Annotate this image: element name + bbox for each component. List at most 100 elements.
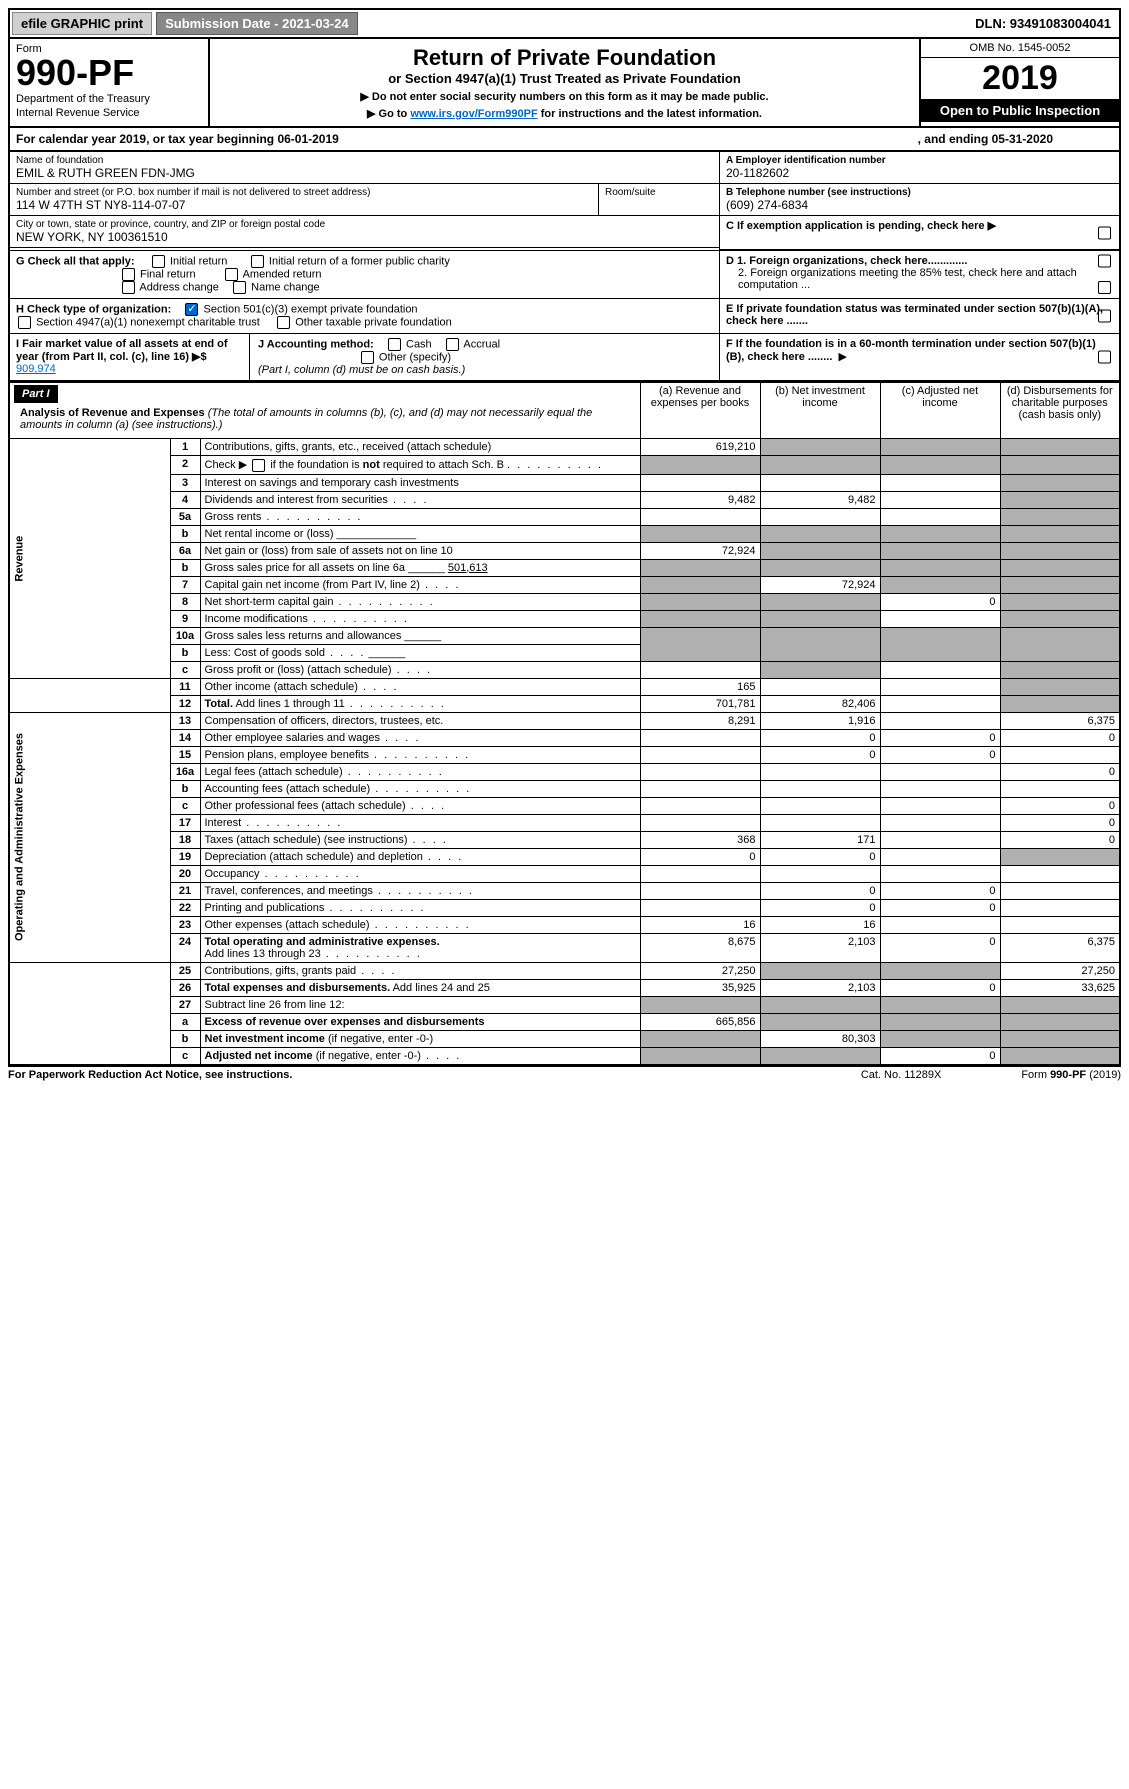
omb-number: OMB No. 1545-0052 xyxy=(921,39,1119,58)
r1-desc: Contributions, gifts, grants, etc., rece… xyxy=(200,439,640,456)
row-19: 19 Depreciation (attach schedule) and de… xyxy=(9,848,1120,865)
r10c-b xyxy=(760,661,880,678)
r13-b: 1,916 xyxy=(760,712,880,729)
r3-b xyxy=(760,474,880,491)
row-9: 9 Income modifications xyxy=(9,610,1120,627)
g-initial-checkbox[interactable] xyxy=(152,255,165,268)
d2-checkbox[interactable] xyxy=(1098,281,1111,294)
g-initial-former-checkbox[interactable] xyxy=(251,255,264,268)
r1-d xyxy=(1000,439,1120,456)
r26-a: 35,925 xyxy=(640,979,760,996)
c-checkbox[interactable] xyxy=(1098,226,1111,239)
r6b-desc: Gross sales price for all assets on line… xyxy=(200,559,640,576)
efile-btn[interactable]: efile GRAPHIC print xyxy=(12,12,152,35)
form990pf-link[interactable]: www.irs.gov/Form990PF xyxy=(410,108,537,120)
j-other-checkbox[interactable] xyxy=(361,351,374,364)
row-6a: 6a Net gain or (loss) from sale of asset… xyxy=(9,542,1120,559)
r27-num: 27 xyxy=(170,996,200,1013)
r18-d: 0 xyxy=(1000,831,1120,848)
col-b-header: (b) Net investment income xyxy=(760,383,880,439)
r16a-b xyxy=(760,763,880,780)
r13-a: 8,291 xyxy=(640,712,760,729)
row-2: 2 Check ▶ if the foundation is not requi… xyxy=(9,456,1120,475)
r27-d xyxy=(1000,996,1120,1013)
submission-date: Submission Date - 2021-03-24 xyxy=(156,12,358,35)
row-27: 27 Subtract line 26 from line 12: xyxy=(9,996,1120,1013)
r11-desc: Other income (attach schedule) xyxy=(200,678,640,695)
r18-desc: Taxes (attach schedule) (see instruction… xyxy=(200,831,640,848)
room-suite-cell: Room/suite xyxy=(599,184,719,215)
g-amended-checkbox[interactable] xyxy=(225,268,238,281)
r16c-d: 0 xyxy=(1000,797,1120,814)
r16b-d xyxy=(1000,780,1120,797)
r14-desc: Other employee salaries and wages xyxy=(200,729,640,746)
part-i-title: Analysis of Revenue and Expenses xyxy=(20,407,205,419)
r6a-c xyxy=(880,542,1000,559)
j-cash-checkbox[interactable] xyxy=(388,338,401,351)
h-label: H Check type of organization: xyxy=(16,303,171,315)
r14-num: 14 xyxy=(170,729,200,746)
f-checkbox[interactable] xyxy=(1098,351,1111,364)
r22-num: 22 xyxy=(170,899,200,916)
r9-d xyxy=(1000,610,1120,627)
foundation-name-label: Name of foundation xyxy=(16,155,713,166)
footer-right: Form 990-PF (2019) xyxy=(1021,1069,1121,1081)
g-name-checkbox[interactable] xyxy=(233,281,246,294)
r7-a xyxy=(640,576,760,593)
address-label: Number and street (or P.O. box number if… xyxy=(16,187,592,198)
r3-c xyxy=(880,474,1000,491)
r2-checkbox[interactable] xyxy=(252,459,265,472)
r4-c xyxy=(880,491,1000,508)
r19-num: 19 xyxy=(170,848,200,865)
r20-desc: Occupancy xyxy=(200,865,640,882)
h-other-checkbox[interactable] xyxy=(277,316,290,329)
r16b-num: b xyxy=(170,780,200,797)
g-name-label: Name change xyxy=(251,281,320,293)
r20-b xyxy=(760,865,880,882)
row-4: 4 Dividends and interest from securities… xyxy=(9,491,1120,508)
r15-num: 15 xyxy=(170,746,200,763)
section-c: C If exemption application is pending, c… xyxy=(720,216,1119,250)
r26-b: 2,103 xyxy=(760,979,880,996)
section-g: G Check all that apply: Initial return I… xyxy=(10,251,719,298)
form-header: Form 990-PF Department of the Treasury I… xyxy=(8,39,1121,128)
h-501c3-checkbox[interactable] xyxy=(185,303,198,316)
row-10a: 10a Gross sales less returns and allowan… xyxy=(9,627,1120,644)
r12-d xyxy=(1000,695,1120,712)
r4-b: 9,482 xyxy=(760,491,880,508)
e-checkbox[interactable] xyxy=(1098,310,1111,323)
r26-desc: Total expenses and disbursements. Add li… xyxy=(200,979,640,996)
r15-c: 0 xyxy=(880,746,1000,763)
r17-c xyxy=(880,814,1000,831)
r17-num: 17 xyxy=(170,814,200,831)
r19-desc: Depreciation (attach schedule) and deple… xyxy=(200,848,640,865)
j-accrual-checkbox[interactable] xyxy=(446,338,459,351)
room-suite-label: Room/suite xyxy=(605,187,656,198)
section-i: I Fair market value of all assets at end… xyxy=(10,334,250,380)
r16b-c xyxy=(880,780,1000,797)
r12-a: 701,781 xyxy=(640,695,760,712)
r22-desc: Printing and publications xyxy=(200,899,640,916)
d1-checkbox[interactable] xyxy=(1098,255,1111,268)
r23-c xyxy=(880,916,1000,933)
r21-b: 0 xyxy=(760,882,880,899)
r9-b xyxy=(760,610,880,627)
r9-c xyxy=(880,610,1000,627)
g-final-checkbox[interactable] xyxy=(122,268,135,281)
r10c-num: c xyxy=(170,661,200,678)
r16c-c xyxy=(880,797,1000,814)
r24-c: 0 xyxy=(880,933,1000,962)
row-22: 22 Printing and publications 00 xyxy=(9,899,1120,916)
r20-a xyxy=(640,865,760,882)
g-address-checkbox[interactable] xyxy=(122,281,135,294)
open-inspection: Open to Public Inspection xyxy=(921,99,1119,122)
r5a-desc: Gross rents xyxy=(200,508,640,525)
r11-a: 165 xyxy=(640,678,760,695)
r22-b: 0 xyxy=(760,899,880,916)
r7-desc: Capital gain net income (from Part IV, l… xyxy=(200,576,640,593)
h-4947-checkbox[interactable] xyxy=(18,316,31,329)
dln: DLN: 93491083004041 xyxy=(975,16,1117,31)
r20-c xyxy=(880,865,1000,882)
r21-a xyxy=(640,882,760,899)
r15-a xyxy=(640,746,760,763)
